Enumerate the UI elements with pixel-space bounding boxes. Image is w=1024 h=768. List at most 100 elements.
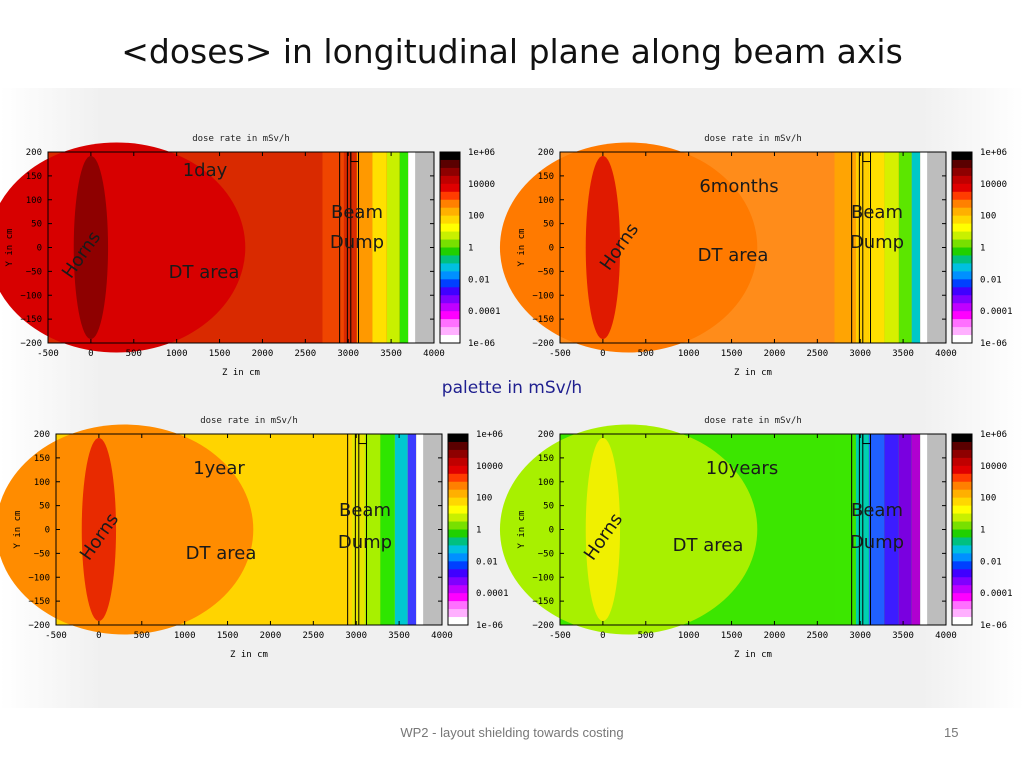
y-tick-label: 150 bbox=[538, 454, 554, 464]
gap-region bbox=[408, 152, 416, 343]
colorbar-tick-label: 1 bbox=[980, 526, 985, 536]
y-tick-label: 100 bbox=[26, 196, 42, 206]
colorbar-swatch bbox=[952, 521, 972, 530]
x-tick-label: 1000 bbox=[174, 631, 196, 641]
time-label: 6months bbox=[699, 176, 778, 197]
x-tick-label: 500 bbox=[126, 349, 142, 359]
x-tick-label: 2500 bbox=[294, 349, 316, 359]
colorbar-swatch bbox=[448, 537, 468, 546]
colorbar-swatch bbox=[440, 152, 460, 161]
y-tick-label: 0 bbox=[549, 526, 554, 536]
colorbar-swatch bbox=[952, 449, 972, 459]
colorbar-swatch bbox=[448, 585, 468, 594]
colorbar-swatch bbox=[952, 152, 972, 161]
colorbar-swatch bbox=[448, 473, 468, 483]
slide-title: <doses> in longitudinal plane along beam… bbox=[121, 32, 903, 71]
dump-layer bbox=[394, 434, 408, 625]
dt-area-label: DT area bbox=[698, 245, 769, 266]
chart-title: dose rate in mSv/h bbox=[200, 416, 298, 426]
y-axis-label: Y in cm bbox=[517, 511, 527, 549]
colorbar-swatch bbox=[952, 167, 972, 177]
beam-label: Beam bbox=[339, 500, 391, 521]
colorbar-swatch bbox=[440, 183, 460, 193]
dump-label: Dump bbox=[338, 532, 392, 553]
colorbar-swatch bbox=[952, 199, 972, 209]
y-tick-label: 200 bbox=[26, 148, 42, 158]
x-tick-label: 4000 bbox=[935, 349, 957, 359]
colorbar-swatch bbox=[952, 513, 972, 523]
x-tick-label: 2000 bbox=[252, 349, 274, 359]
beam-label: Beam bbox=[851, 202, 903, 223]
x-tick-label: 3500 bbox=[388, 631, 410, 641]
y-tick-label: −50 bbox=[26, 267, 42, 277]
colorbar-tick-label: 1 bbox=[476, 526, 481, 536]
colorbar-tick-label: 0.01 bbox=[476, 557, 498, 567]
y-tick-label: −150 bbox=[20, 315, 42, 325]
dt-inner-region bbox=[499, 142, 758, 353]
colorbar-swatch bbox=[952, 303, 972, 312]
y-tick-label: −50 bbox=[538, 549, 554, 559]
y-tick-label: −200 bbox=[20, 339, 42, 349]
x-axis-label: Z in cm bbox=[734, 368, 772, 378]
colorbar-swatch bbox=[440, 255, 460, 264]
x-tick-label: 1500 bbox=[721, 349, 743, 359]
dump-front-region bbox=[330, 434, 352, 625]
colorbar-tick-label: 0.0001 bbox=[476, 589, 509, 599]
y-tick-label: −100 bbox=[28, 573, 50, 583]
colorbar-swatch bbox=[448, 465, 468, 475]
y-tick-label: 0 bbox=[45, 526, 50, 536]
y-tick-label: 150 bbox=[34, 454, 50, 464]
y-tick-label: 50 bbox=[543, 502, 554, 512]
x-axis-label: Z in cm bbox=[734, 650, 772, 660]
gap-region bbox=[416, 434, 424, 625]
colorbar-swatch bbox=[952, 271, 972, 280]
x-tick-label: 3000 bbox=[337, 349, 359, 359]
colorbar-swatch bbox=[952, 295, 972, 304]
colorbar-swatch bbox=[952, 553, 972, 562]
colorbar-tick-label: 0.01 bbox=[980, 275, 1002, 285]
y-tick-label: 100 bbox=[538, 478, 554, 488]
colorbar-swatch bbox=[440, 175, 460, 185]
colorbar-tick-label: 1e-06 bbox=[980, 339, 1007, 349]
x-axis-label: Z in cm bbox=[222, 368, 260, 378]
y-tick-label: 200 bbox=[34, 430, 50, 440]
colorbar-swatch bbox=[952, 287, 972, 296]
colorbar-swatch bbox=[448, 521, 468, 530]
colorbar-tick-label: 1e-06 bbox=[468, 339, 495, 349]
colorbar-swatch bbox=[448, 513, 468, 523]
colorbar-swatch bbox=[952, 601, 972, 610]
colorbar-swatch bbox=[448, 489, 468, 499]
colorbar-frame bbox=[439, 151, 461, 344]
y-tick-label: 50 bbox=[31, 220, 42, 230]
x-tick-label: 2500 bbox=[806, 631, 828, 641]
colorbar-swatch bbox=[952, 247, 972, 256]
colorbar-swatch bbox=[440, 335, 460, 344]
x-tick-label: 3500 bbox=[892, 631, 914, 641]
dump-layer bbox=[356, 152, 373, 343]
x-axis-label: Z in cm bbox=[230, 650, 268, 660]
y-axis-label: Y in cm bbox=[517, 229, 527, 267]
colorbar-swatch bbox=[952, 457, 972, 467]
colorbar-tick-label: 10000 bbox=[476, 462, 503, 472]
colorbar-swatch bbox=[952, 183, 972, 193]
colorbar-tick-label: 0.0001 bbox=[980, 589, 1013, 599]
colorbar-swatch bbox=[952, 279, 972, 288]
colorbar-swatch bbox=[440, 215, 460, 225]
colorbar-swatch bbox=[448, 577, 468, 586]
colorbar-swatch bbox=[440, 167, 460, 177]
x-tick-label: 3000 bbox=[849, 631, 871, 641]
y-tick-label: 200 bbox=[538, 430, 554, 440]
colorbar-swatch bbox=[952, 441, 972, 451]
time-label: 10years bbox=[706, 458, 778, 479]
y-tick-label: −100 bbox=[20, 291, 42, 301]
colorbar-swatch bbox=[448, 601, 468, 610]
colorbar-swatch bbox=[448, 497, 468, 507]
colorbar-swatch bbox=[448, 505, 468, 515]
colorbar-swatch bbox=[952, 473, 972, 483]
page-number: 15 bbox=[944, 725, 959, 740]
dt-area-label: DT area bbox=[673, 535, 744, 556]
x-tick-label: 3000 bbox=[849, 349, 871, 359]
dump-layer bbox=[911, 434, 921, 625]
colorbar-tick-label: 1 bbox=[980, 244, 985, 254]
